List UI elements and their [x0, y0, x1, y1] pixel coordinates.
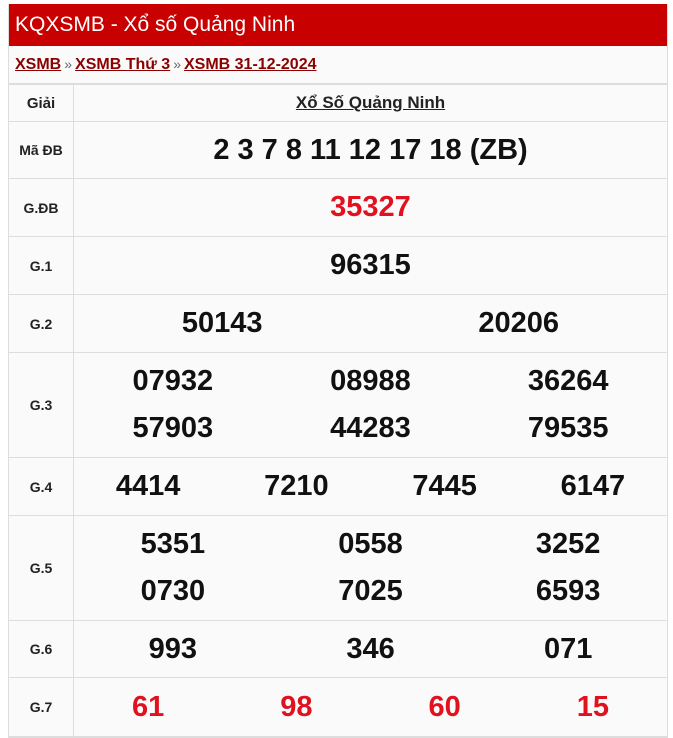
number-line: 4414 7210 7445 6147: [74, 470, 667, 503]
winning-number: 61: [131, 690, 165, 723]
winning-number: 98: [280, 690, 313, 723]
winning-number: 993: [148, 632, 198, 665]
winning-number: 44283: [330, 412, 411, 444]
prize-numbers: 07932 08988 36264 57903 44283 79535: [73, 352, 667, 458]
row-label: G.1: [9, 236, 74, 295]
special-code: 2 3 7 8 11 12 17 18 (ZB): [73, 121, 667, 179]
number-line: 993 346 071: [74, 633, 667, 666]
prize-row: G.ĐB 35327: [9, 178, 667, 237]
row-label: G.ĐB: [9, 178, 74, 237]
winning-number: 79535: [527, 412, 609, 444]
prize-row: G.4 4414 7210 7445 6147: [9, 457, 667, 516]
winning-number: 7445: [412, 470, 477, 502]
row-label: G.3: [9, 352, 74, 458]
winning-number: 60: [428, 690, 461, 723]
number-line: 57903 44283 79535: [74, 405, 667, 452]
winning-number: 20206: [478, 307, 560, 339]
prize-numbers: 4414 7210 7445 6147: [73, 457, 667, 516]
prize-row: G.2 50143 20206: [9, 294, 667, 353]
winning-number: 35327: [330, 191, 411, 223]
prize-row: G.3 07932 08988 36264 57903 44283 79535: [9, 352, 667, 458]
number-line: 96315: [74, 249, 667, 282]
winning-number: 7025: [338, 575, 403, 607]
breadcrumb-xsmb[interactable]: XSMB: [15, 56, 62, 73]
breadcrumb-xsmb-date[interactable]: XSMB 31-12-2024: [183, 56, 317, 73]
page-title: KQXSMB - Xổ số Quảng Ninh: [9, 4, 667, 46]
prize-row: G.5 5351 0558 3252 0730 7025 6593: [9, 515, 667, 621]
winning-number: 08988: [330, 365, 411, 397]
winning-number: 6147: [560, 470, 626, 502]
winning-number: 50143: [181, 307, 263, 339]
breadcrumb-separator: »: [173, 56, 181, 72]
prize-numbers: 50143 20206: [73, 294, 667, 353]
winning-number: 07932: [132, 365, 214, 397]
winning-number: 346: [346, 632, 395, 665]
results-panel: KQXSMB - Xổ số Quảng Ninh XSMB» XSMB Thứ …: [8, 4, 668, 738]
prize-row: G.1 96315: [9, 236, 667, 295]
row-label: G.6: [9, 620, 74, 678]
winning-number: 6593: [535, 575, 601, 607]
prize-row: G.6 993 346 071: [9, 620, 667, 678]
prize-numbers: 993 346 071: [73, 620, 667, 678]
winning-number: 96315: [330, 249, 411, 281]
winning-number: 4414: [115, 470, 181, 502]
row-label: Mã ĐB: [9, 121, 74, 179]
winning-number: 071: [543, 632, 593, 665]
winning-number: 36264: [527, 365, 609, 397]
number-line: 50143 20206: [74, 307, 667, 340]
number-line: 07932 08988 36264: [74, 358, 667, 405]
winning-number: 57903: [132, 412, 214, 444]
number-line: 35327: [74, 191, 667, 224]
number-line: 5351 0558 3252: [74, 521, 667, 568]
prize-numbers: 35327: [73, 178, 667, 237]
breadcrumb: XSMB» XSMB Thứ 3» XSMB 31-12-2024: [9, 46, 667, 84]
prize-numbers: 96315: [73, 236, 667, 295]
prize-numbers: 61 98 60 15: [73, 677, 667, 737]
col-label-header: Giải: [9, 84, 74, 122]
row-label: G.5: [9, 515, 74, 621]
prize-row: G.7 61 98 60 15: [9, 677, 667, 737]
row-label: G.7: [9, 677, 74, 737]
breadcrumb-separator: »: [64, 56, 73, 72]
row-label: G.4: [9, 457, 74, 516]
number-line: 61 98 60 15: [74, 691, 667, 724]
winning-number: 5351: [140, 528, 206, 560]
row-label: G.2: [9, 294, 74, 353]
winning-number: 7210: [264, 470, 329, 502]
col-title-header: Xổ Số Quảng Ninh: [73, 84, 667, 122]
winning-number: 0730: [140, 575, 206, 607]
results-table: Giải Xổ Số Quảng Ninh Mã ĐB 2 3 7 8 11 12 …: [9, 84, 667, 737]
winning-number: 0558: [338, 528, 403, 560]
prize-numbers: 5351 0558 3252 0730 7025 6593: [73, 515, 667, 621]
number-line: 0730 7025 6593: [74, 568, 667, 615]
winning-number: 3252: [535, 528, 601, 560]
breadcrumb-xsmb-thu-3[interactable]: XSMB Thứ 3: [75, 56, 171, 73]
winning-number: 15: [576, 690, 609, 723]
